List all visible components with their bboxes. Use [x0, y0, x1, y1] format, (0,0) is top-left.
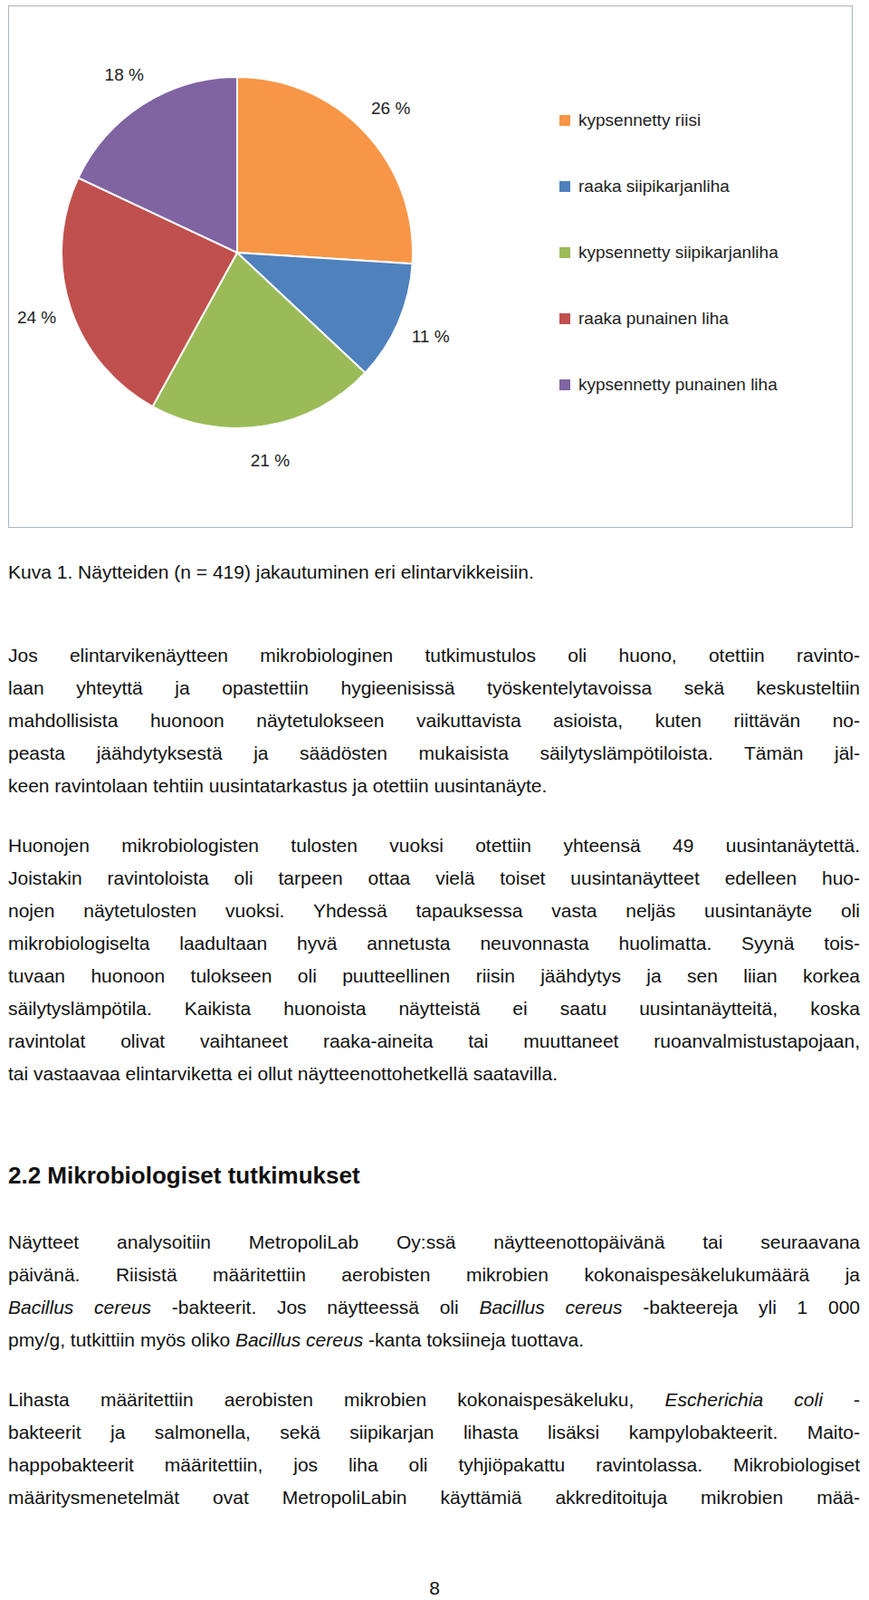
html-text:bakteerit ja salmonella, sekä: bakteerit ja salmonella, sekä siipikarja… — [8, 1421, 860, 1442]
svg-text:18 %: 18 % — [105, 65, 144, 85]
svg-text:21 %: 21 % — [250, 450, 290, 470]
html-text:Joistakin ravintoloista oli ta: Joistakin ravintoloista oli tarpeen otta… — [8, 867, 860, 889]
html-text:peasta jäähdytyksestä ja säädö: peasta jäähdytyksestä ja säädösten mukai… — [8, 742, 860, 764]
html-text:happobakteerit määritettiin, j: happobakteerit määritettiin, jos liha ol… — [8, 1453, 860, 1475]
html-text:Näytteet analysoitiin Metropol: Näytteet analysoitiin MetropoliLab Oy:ss… — [8, 1231, 860, 1252]
html-text:Kuva 1. Näytteiden (n = 419) j: Kuva 1. Näytteiden (n = 419) jakautumine… — [8, 561, 534, 583]
html-text:mahdollisista huonoon näytetul: mahdollisista huonoon näytetulokseen vai… — [8, 709, 860, 731]
html-text:tuvaan huonoon tulokseen oli p: tuvaan huonoon tulokseen oli puutteellin… — [8, 964, 860, 986]
html-text:ravintolat olivat vaihtaneet r: ravintolat olivat vaihtaneet raaka-ainei… — [8, 1030, 860, 1051]
html-text:mikrobiologiselta laadultaan h: mikrobiologiselta laadultaan hyvä annetu… — [8, 932, 860, 954]
svg-text:26 %: 26 % — [371, 98, 411, 118]
html-text:määritysmenetelmät ovat Metrop: määritysmenetelmät ovat MetropoliLabin k… — [8, 1486, 860, 1508]
html-text:8: 8 — [429, 1576, 440, 1598]
svg-text:11 %: 11 % — [411, 326, 450, 346]
html-text:raaka punainen liha: raaka punainen liha — [578, 308, 729, 328]
html-text:pmy/g, tutkittiin myös oliko B: pmy/g, tutkittiin myös oliko Bacillus ce… — [8, 1328, 584, 1350]
html-text:keen ravintolaan tehtiin uusin: keen ravintolaan tehtiin uusintatarkastu… — [8, 774, 548, 796]
html-text:Jos elintarvikenäytteen mikrob: Jos elintarvikenäytteen mikrobiologinen … — [8, 644, 860, 666]
html-text:2.2 Mikrobiologiset tutkimukse: 2.2 Mikrobiologiset tutkimukset — [8, 1161, 360, 1189]
html-text:kypsennetty punainen liha: kypsennetty punainen liha — [578, 374, 778, 394]
html-text:Lihasta määritettiin aerobiste: Lihasta määritettiin aerobisten mikrobie… — [8, 1388, 860, 1410]
html-text:raaka siipikarjanliha: raaka siipikarjanliha — [578, 176, 730, 196]
html-text:kypsennetty riisi: kypsennetty riisi — [578, 110, 701, 130]
html-text:kypsennetty siipikarjanliha: kypsennetty siipikarjanliha — [578, 242, 779, 262]
html-text:päivänä. Riisistä määritettiin: päivänä. Riisistä määritettiin aerobiste… — [8, 1263, 860, 1285]
svg-text:24 %: 24 % — [17, 307, 57, 327]
html-text:laan yhteyttä ja opastettiin h: laan yhteyttä ja opastettiin hygieenisis… — [8, 677, 860, 698]
html-text:Huonojen mikrobiologisten tulo: Huonojen mikrobiologisten tulosten vuoks… — [8, 834, 860, 856]
html-text:Bacillus cereus -bakteerit. Jo: Bacillus cereus -bakteerit. Jos näyttees… — [8, 1296, 860, 1318]
html-text:nojen näytetulosten vuoksi. Yh: nojen näytetulosten vuoksi. Yhdessä tapa… — [8, 899, 860, 921]
html-text:säilytyslämpötila. Kaikista hu: säilytyslämpötila. Kaikista huonoista nä… — [8, 997, 860, 1019]
html-text:tai vastaavaa elintarviketta e: tai vastaavaa elintarviketta ei ollut nä… — [8, 1062, 558, 1084]
